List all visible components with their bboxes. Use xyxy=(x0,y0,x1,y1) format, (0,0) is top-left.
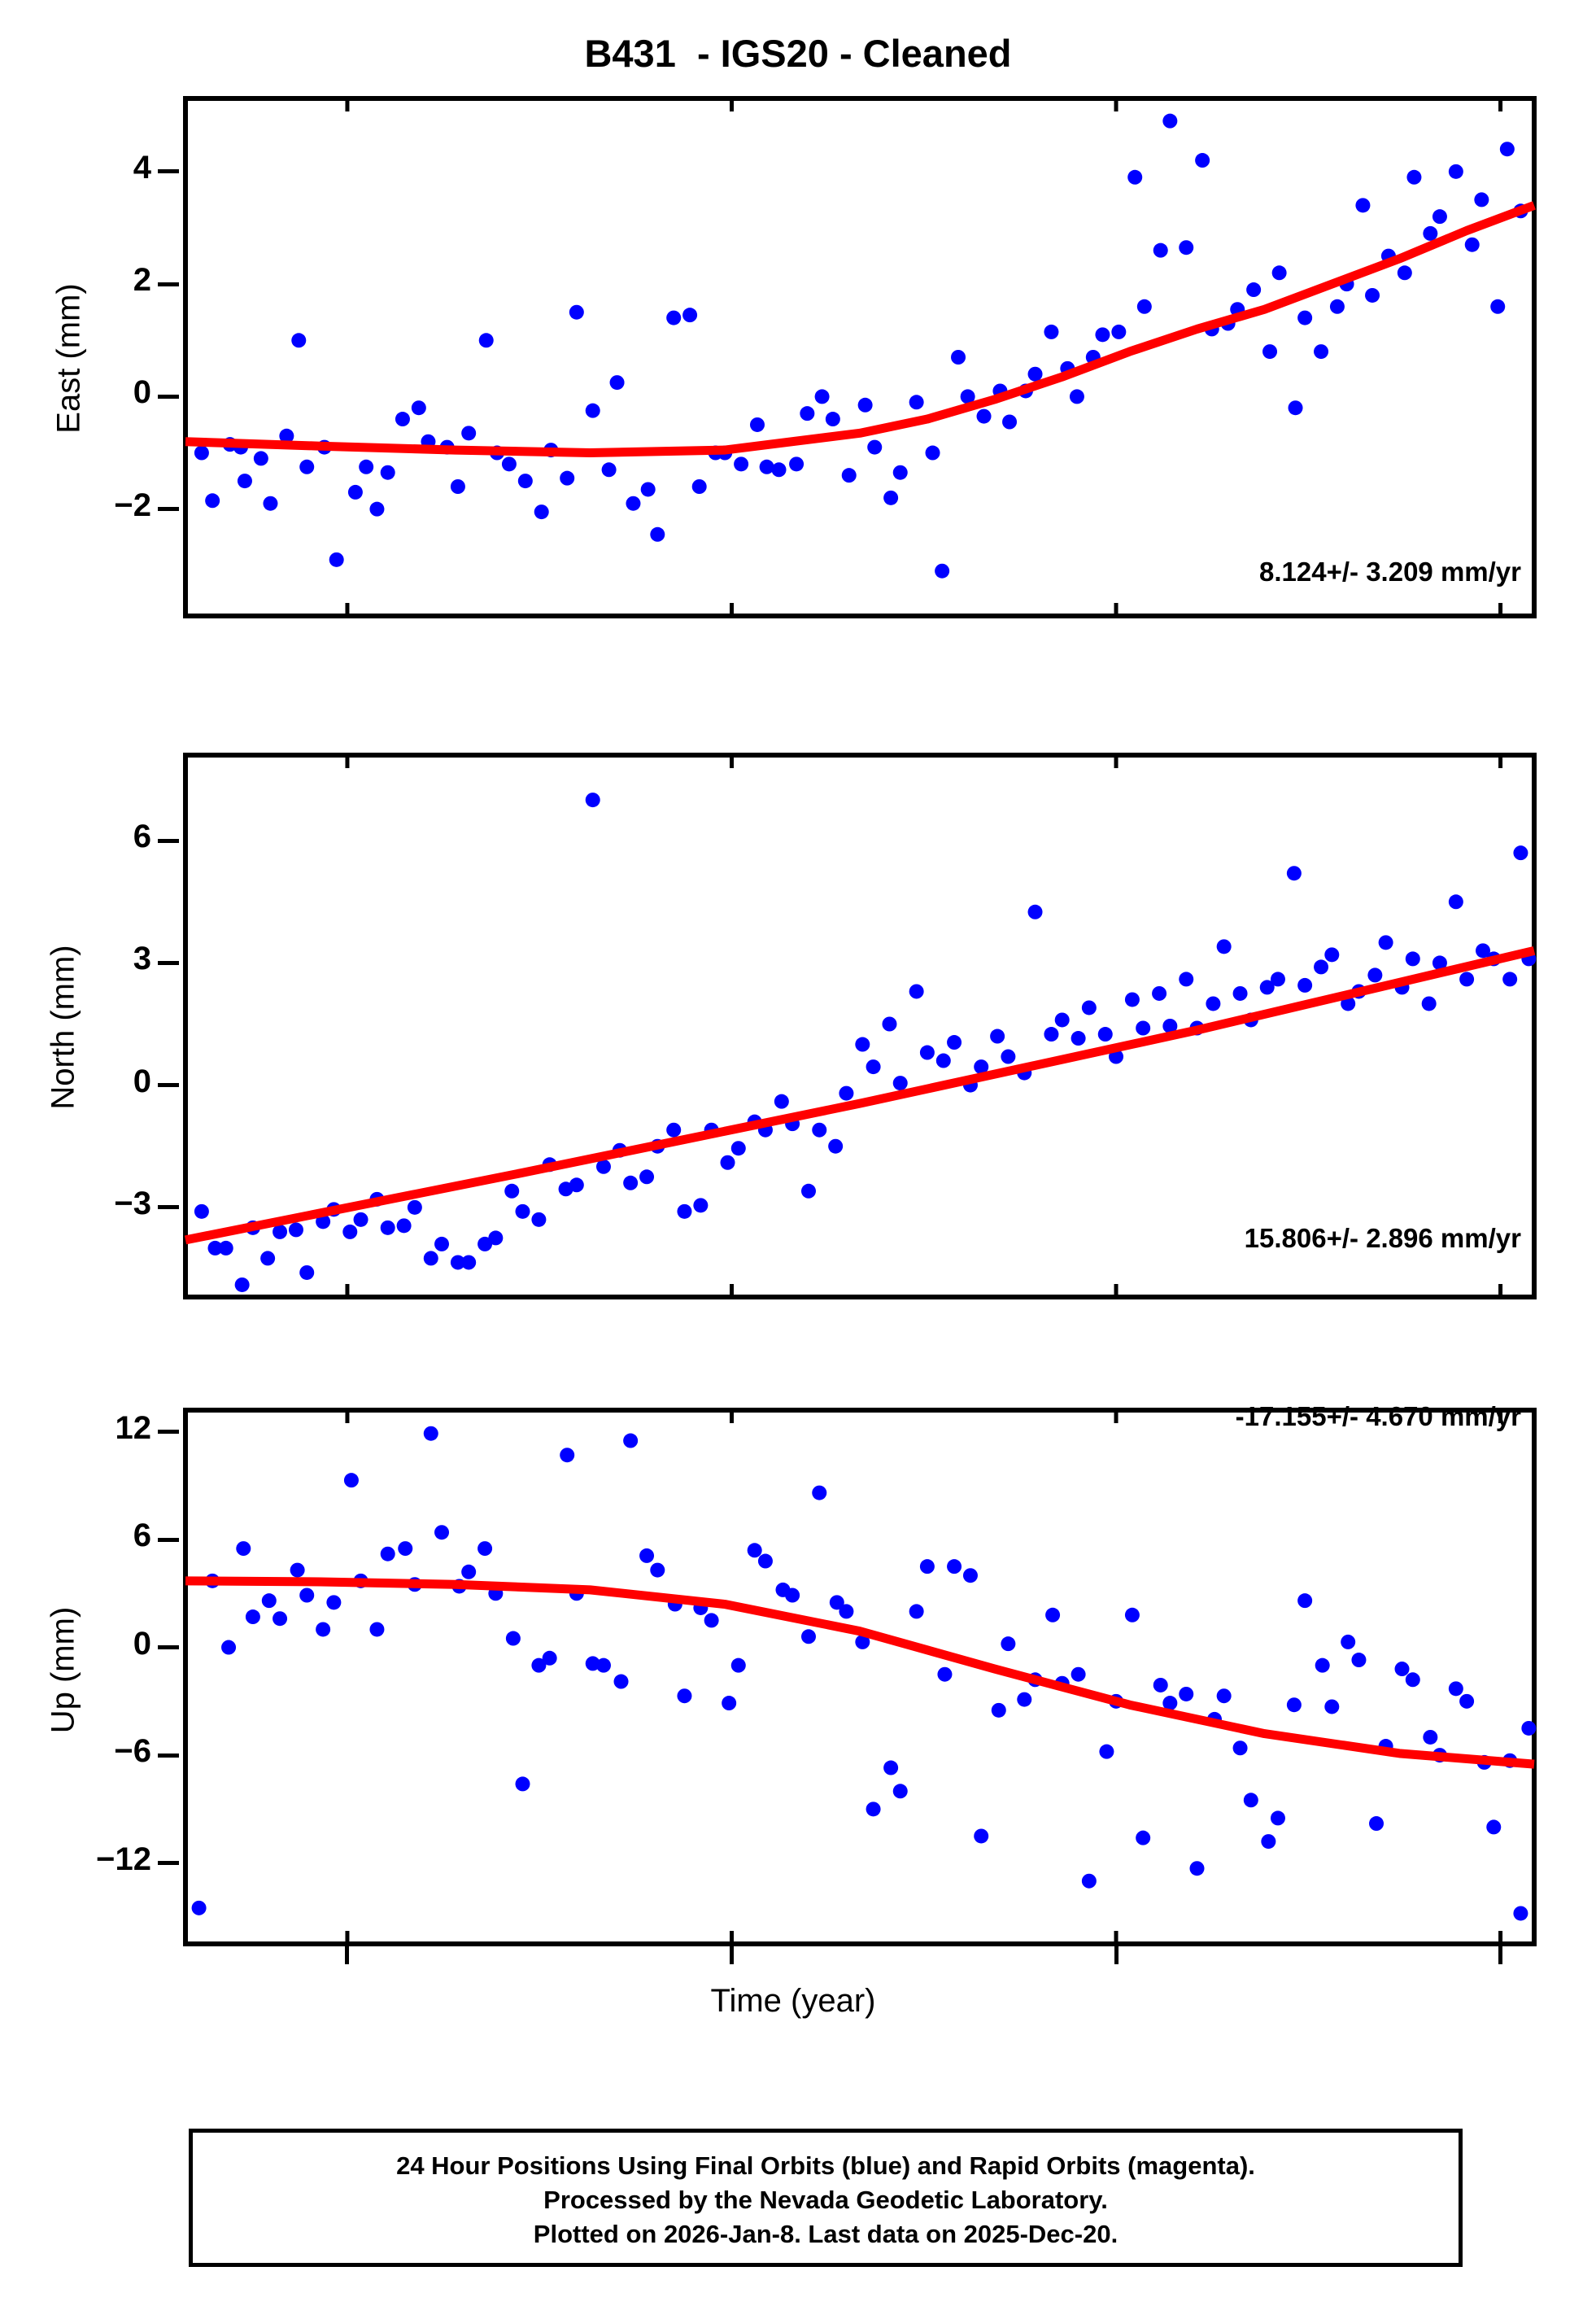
y-tick-mark xyxy=(158,1430,179,1434)
y-tick-label: 3 xyxy=(133,941,151,977)
y-tick-label: 0 xyxy=(133,1063,151,1099)
panel-east xyxy=(183,96,1537,618)
figure-title: B431 - IGS20 - Cleaned xyxy=(584,32,1012,75)
panel-up-plot xyxy=(183,1408,1537,1946)
y-tick-label: 0 xyxy=(133,1625,151,1662)
y-tick-label: −2 xyxy=(114,487,151,523)
rate-label-east: 8.124+/- 3.209 mm/yr xyxy=(1259,557,1521,587)
y-tick-mark xyxy=(158,1083,179,1088)
y-tick-mark xyxy=(158,838,179,843)
y-tick-label: 4 xyxy=(133,149,151,186)
panel-east-plot xyxy=(183,96,1537,618)
y-tick-label: 6 xyxy=(133,1518,151,1554)
caption-line-3: Plotted on 2026-Jan-8. Last data on 2025… xyxy=(533,2220,1119,2248)
y-tick-mark xyxy=(158,960,179,965)
panel-north-plot xyxy=(183,753,1537,1299)
caption-lines: 24 Hour Positions Using Final Orbits (bl… xyxy=(193,2149,1459,2251)
rate-label-north: 15.806+/- 2.896 mm/yr xyxy=(1244,1223,1521,1253)
y-tick-label: −3 xyxy=(114,1185,151,1221)
x-tick-mark xyxy=(345,1946,350,1964)
y-tick-label: 2 xyxy=(133,262,151,299)
y-tick-mark xyxy=(158,1537,179,1542)
y-tick-label: −12 xyxy=(96,1841,151,1877)
y-tick-mark xyxy=(158,1753,179,1758)
y-tick-mark xyxy=(158,507,179,512)
panel-north xyxy=(183,753,1537,1299)
y-tick-label: 0 xyxy=(133,374,151,411)
y-tick-mark xyxy=(158,394,179,399)
x-tick-mark xyxy=(729,1946,734,1964)
x-axis-label: Time (year) xyxy=(710,1983,876,2019)
rate-label-up: -17.155+/- 4.670 mm/yr xyxy=(1235,1401,1521,1431)
y-tick-label: −6 xyxy=(114,1733,151,1770)
caption-line-2: Processed by the Nevada Geodetic Laborat… xyxy=(543,2186,1108,2214)
panel-up xyxy=(183,1408,1537,1946)
y-tick-mark xyxy=(158,1205,179,1210)
caption-line-1: 24 Hour Positions Using Final Orbits (bl… xyxy=(396,2151,1255,2180)
y-tick-label: 6 xyxy=(133,819,151,855)
y-tick-label: 12 xyxy=(115,1409,152,1446)
y-tick-mark xyxy=(158,169,179,174)
y-tick-mark xyxy=(158,1645,179,1650)
caption-box: 24 Hour Positions Using Final Orbits (bl… xyxy=(189,2129,1463,2267)
x-tick-mark xyxy=(1498,1946,1503,1964)
y-tick-mark xyxy=(158,282,179,286)
y-tick-mark xyxy=(158,1861,179,1866)
x-tick-mark xyxy=(1114,1946,1119,1964)
